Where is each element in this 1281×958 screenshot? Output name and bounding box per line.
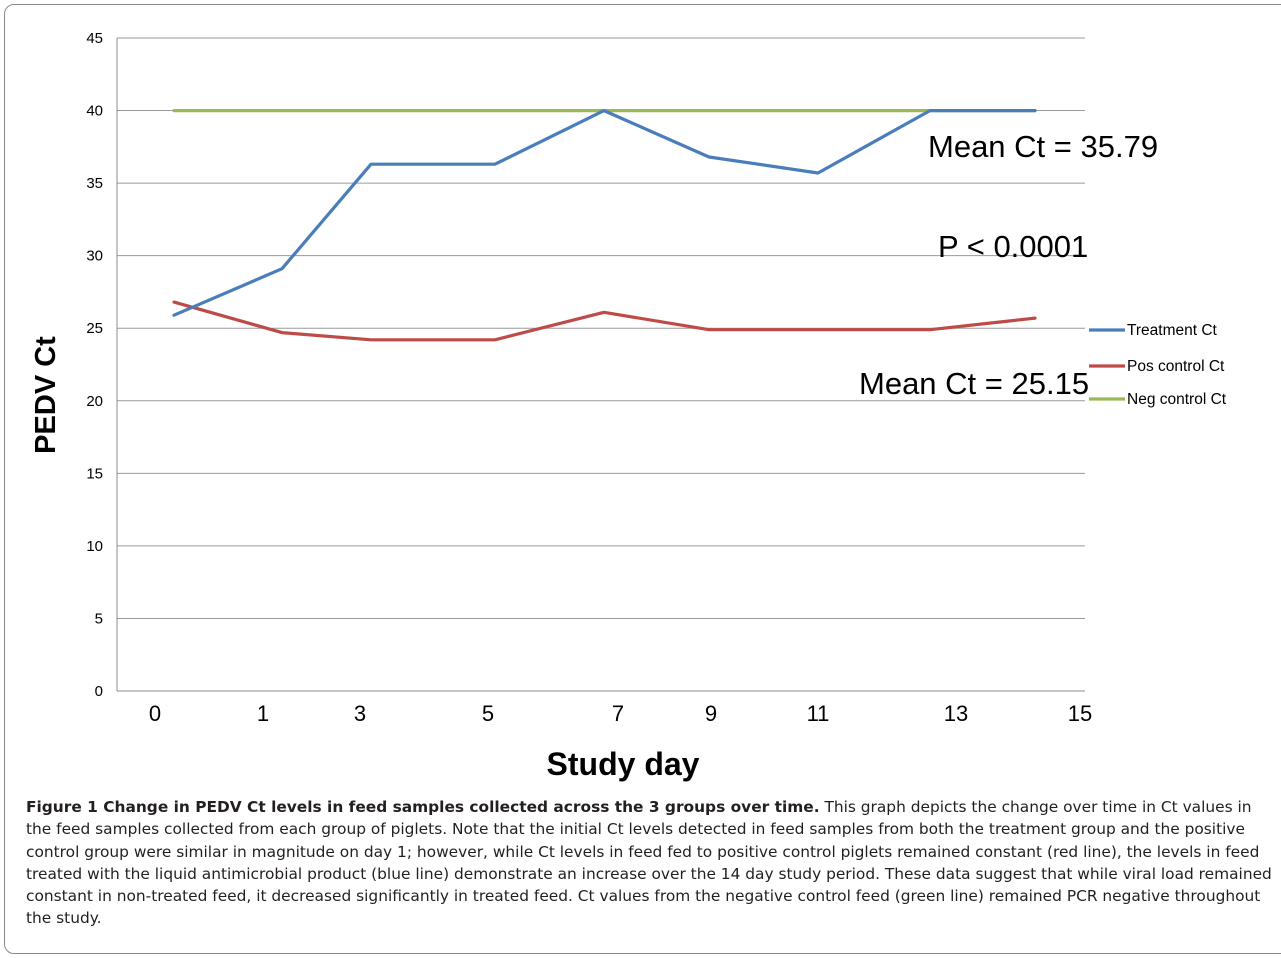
y-tick-label: 25 (86, 320, 103, 337)
x-tick-label: 5 (482, 701, 494, 726)
series-line-pos-control-ct (174, 302, 1035, 340)
x-tick-label: 9 (705, 701, 717, 726)
y-tick-label: 15 (86, 465, 103, 482)
legend: Treatment Ct Pos control Ct Neg control Ct (1089, 322, 1227, 408)
figure-caption: Figure 1 Change in PEDV Ct levels in fee… (26, 796, 1276, 930)
y-axis-tick-labels: 0 5 10 15 20 25 30 35 40 45 (86, 30, 103, 700)
y-tick-label: 20 (86, 393, 103, 410)
y-tick-label: 35 (86, 175, 103, 192)
y-tick-label: 10 (86, 538, 103, 555)
x-tick-label: 3 (354, 701, 366, 726)
y-tick-label: 30 (86, 248, 103, 265)
x-tick-label: 0 (149, 701, 161, 726)
series-lines (174, 111, 1035, 340)
x-tick-label: 1 (257, 701, 269, 726)
legend-label: Neg control Ct (1127, 391, 1227, 408)
legend-label: Pos control Ct (1127, 358, 1225, 375)
x-axis-tick-labels: 0 1 3 5 7 9 11 13 15 (149, 701, 1092, 726)
annotation-text: Mean Ct = 35.79 (928, 129, 1158, 164)
annotations: Mean Ct = 35.79 P < 0.0001 Mean Ct = 25.15 (859, 129, 1158, 401)
series-line-treatment-ct (174, 111, 1035, 316)
annotation-text: Mean Ct = 25.15 (859, 366, 1089, 401)
y-tick-label: 0 (95, 683, 103, 700)
y-tick-label: 45 (86, 30, 103, 47)
x-tick-label: 11 (807, 701, 830, 726)
caption-body: This graph depicts the change over time … (26, 798, 1272, 927)
legend-label: Treatment Ct (1127, 322, 1218, 339)
caption-title: Figure 1 Change in PEDV Ct levels in fee… (26, 798, 820, 816)
y-axis-label: PEDV Ct (30, 336, 62, 454)
y-tick-label: 5 (95, 610, 103, 627)
x-tick-label: 7 (612, 701, 624, 726)
x-tick-label: 13 (944, 701, 968, 726)
x-tick-label: 15 (1068, 701, 1092, 726)
annotation-text: P < 0.0001 (938, 229, 1088, 264)
x-axis-label: Study day (547, 746, 700, 782)
y-tick-label: 40 (86, 103, 103, 120)
